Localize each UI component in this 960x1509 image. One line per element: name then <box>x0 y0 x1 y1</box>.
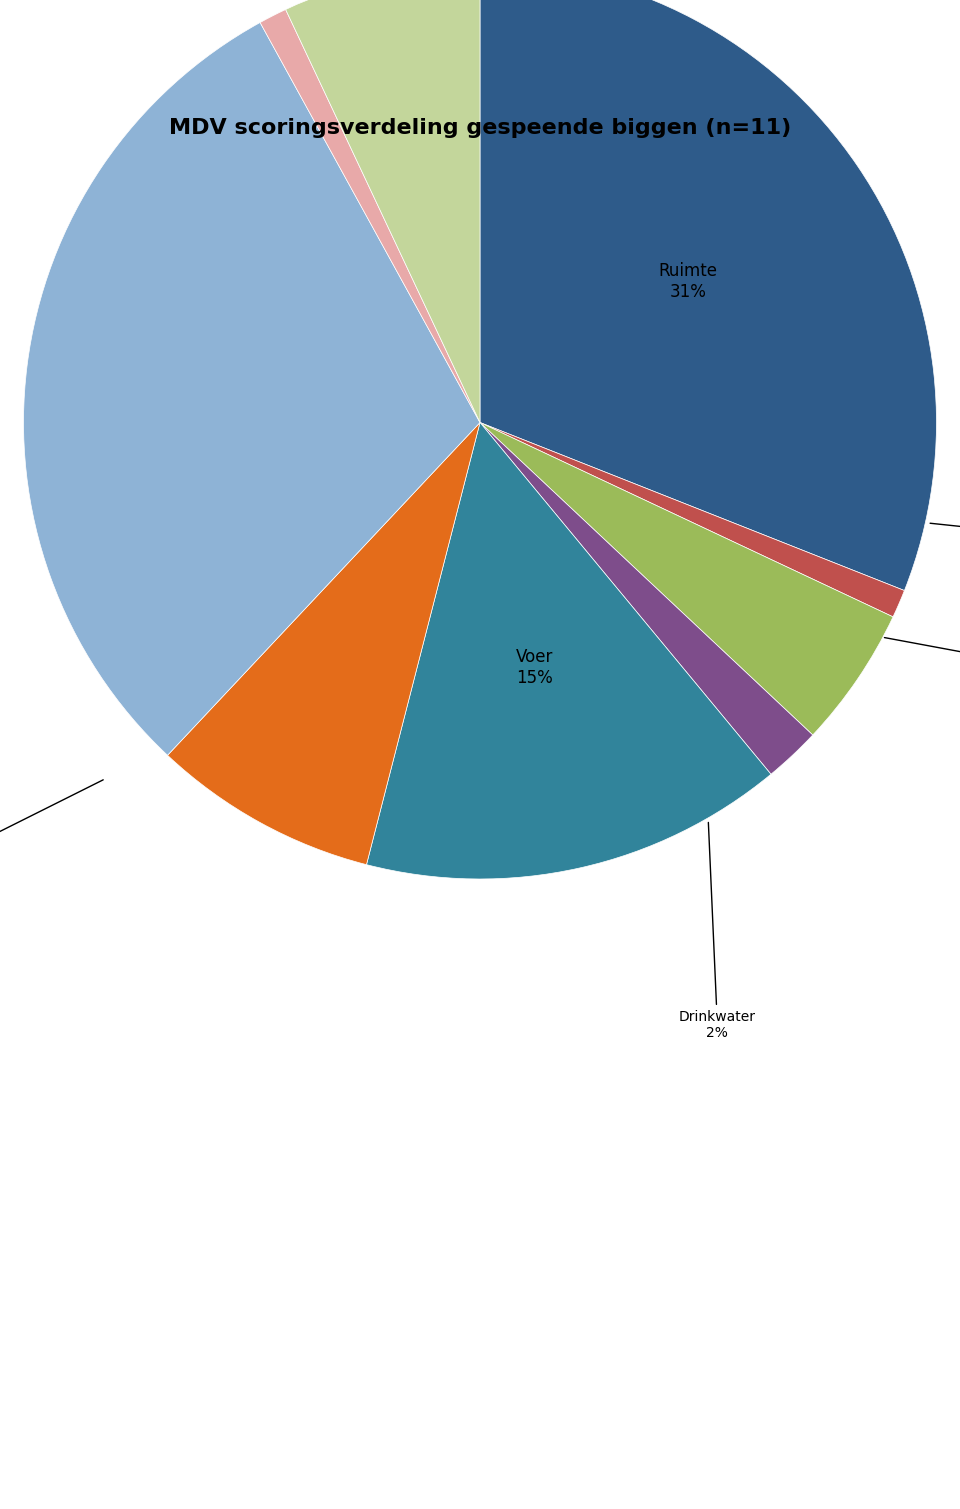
Wedge shape <box>24 23 480 756</box>
Wedge shape <box>480 423 904 617</box>
Wedge shape <box>480 423 893 735</box>
Text: Ruimte
31%: Ruimte 31% <box>659 263 717 300</box>
Wedge shape <box>367 423 771 878</box>
Text: Rustplaats
1%: Rustplaats 1% <box>930 524 960 566</box>
Wedge shape <box>480 0 936 590</box>
Text: Uitvoering
mestplaats
8%: Uitvoering mestplaats 8% <box>0 780 104 957</box>
Text: Verrijkingsmateria
al
5%: Verrijkingsmateria al 5% <box>884 638 960 720</box>
Wedge shape <box>286 0 480 423</box>
Text: Drinkwater
2%: Drinkwater 2% <box>679 822 756 1040</box>
Text: Voer
15%: Voer 15% <box>516 649 554 687</box>
Wedge shape <box>480 423 813 774</box>
Text: MDV scoringsverdeling gespeende biggen (n=11): MDV scoringsverdeling gespeende biggen (… <box>169 118 791 139</box>
Wedge shape <box>168 423 480 865</box>
Wedge shape <box>260 9 480 423</box>
